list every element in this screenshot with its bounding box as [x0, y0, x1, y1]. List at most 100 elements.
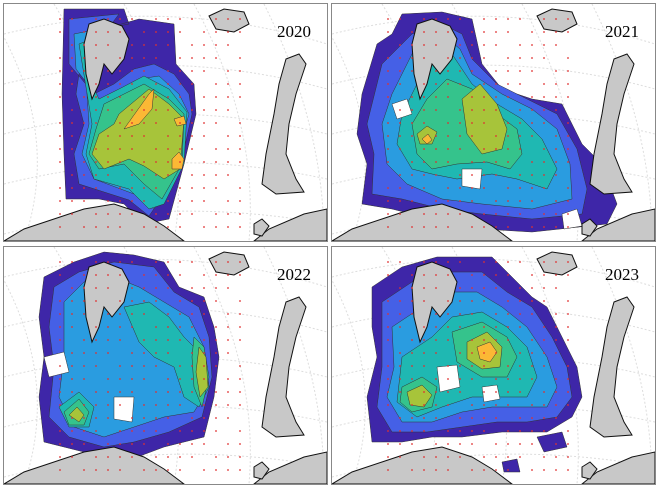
station-dot	[59, 274, 61, 276]
station-dot	[423, 213, 425, 215]
station-dot	[423, 352, 425, 354]
station-dot	[179, 261, 181, 263]
station-dot	[411, 274, 413, 276]
station-dot	[167, 326, 169, 328]
station-dot	[167, 109, 169, 111]
station-dot	[435, 226, 437, 228]
station-dot	[471, 226, 473, 228]
station-dot	[519, 443, 521, 445]
station-dot	[543, 391, 545, 393]
station-dot	[543, 287, 545, 289]
station-dot	[179, 226, 181, 228]
station-dot	[495, 200, 497, 202]
station-dot	[471, 57, 473, 59]
station-dot	[507, 213, 509, 215]
station-dot	[411, 339, 413, 341]
station-dot	[459, 18, 461, 20]
station-dot	[399, 365, 401, 367]
station-dot	[71, 443, 73, 445]
station-dot	[411, 378, 413, 380]
station-dot	[483, 213, 485, 215]
station-dot	[191, 300, 193, 302]
station-dot	[59, 313, 61, 315]
station-dot	[179, 161, 181, 163]
station-dot	[179, 443, 181, 445]
station-dot	[107, 174, 109, 176]
station-dot	[83, 365, 85, 367]
station-dot	[567, 378, 569, 380]
station-dot	[131, 200, 133, 202]
station-dot	[495, 148, 497, 150]
station-dot	[399, 417, 401, 419]
station-dot	[155, 161, 157, 163]
station-dot	[507, 274, 509, 276]
station-dot	[203, 274, 205, 276]
station-dot	[507, 339, 509, 341]
station-dot	[227, 135, 229, 137]
station-dot	[215, 148, 217, 150]
station-dot	[227, 18, 229, 20]
year-label: 2022	[277, 265, 311, 284]
station-dot	[167, 18, 169, 20]
station-dot	[167, 44, 169, 46]
station-dot	[143, 404, 145, 406]
station-dot	[107, 83, 109, 85]
station-dot	[447, 70, 449, 72]
station-dot	[507, 161, 509, 163]
station-dot	[459, 213, 461, 215]
station-dot	[215, 31, 217, 33]
station-dot	[179, 274, 181, 276]
station-dot	[107, 261, 109, 263]
station-dot	[567, 148, 569, 150]
station-dot	[531, 44, 533, 46]
station-dot	[203, 200, 205, 202]
graticule-line	[4, 279, 38, 484]
station-dot	[239, 226, 241, 228]
station-dot	[227, 109, 229, 111]
svalbard-island	[411, 261, 458, 344]
graticule-line	[4, 36, 38, 241]
station-dot	[471, 352, 473, 354]
station-dot	[239, 135, 241, 137]
station-dot	[387, 313, 389, 315]
station-dot	[131, 443, 133, 445]
station-dot	[495, 226, 497, 228]
station-dot	[495, 261, 497, 263]
station-dot	[203, 417, 205, 419]
contour-level-0	[501, 458, 521, 473]
station-dot	[131, 430, 133, 432]
station-dot	[471, 430, 473, 432]
station-dot	[167, 70, 169, 72]
station-dot	[119, 18, 121, 20]
station-dot	[71, 352, 73, 354]
station-dot	[519, 378, 521, 380]
station-dot	[83, 109, 85, 111]
station-dot	[423, 226, 425, 228]
station-dot	[179, 469, 181, 471]
station-dot	[71, 200, 73, 202]
station-dot	[495, 18, 497, 20]
station-dot	[531, 226, 533, 228]
station-dot	[83, 200, 85, 202]
station-dot	[495, 31, 497, 33]
station-dot	[543, 44, 545, 46]
station-dot	[399, 300, 401, 302]
station-dot	[507, 443, 509, 445]
station-dot	[483, 174, 485, 176]
station-dot	[59, 200, 61, 202]
station-dot	[471, 109, 473, 111]
station-dot	[191, 135, 193, 137]
station-dot	[483, 417, 485, 419]
station-dot	[555, 443, 557, 445]
station-dot	[131, 213, 133, 215]
station-dot	[555, 339, 557, 341]
station-dot	[59, 135, 61, 137]
svalbard-island	[83, 18, 130, 101]
station-dot	[191, 443, 193, 445]
station-dot	[447, 135, 449, 137]
station-dot	[155, 18, 157, 20]
station-dot	[447, 226, 449, 228]
station-dot	[531, 174, 533, 176]
station-dot	[167, 83, 169, 85]
station-dot	[555, 161, 557, 163]
